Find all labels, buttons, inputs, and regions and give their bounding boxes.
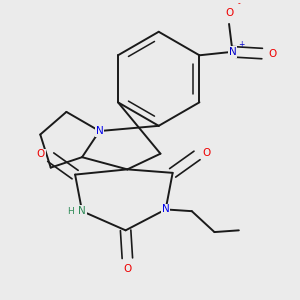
Text: N: N [78, 206, 86, 216]
Text: O: O [226, 8, 234, 19]
Text: N: N [96, 126, 104, 136]
Text: O: O [268, 49, 277, 58]
Text: +: + [238, 40, 245, 49]
Text: N: N [229, 47, 236, 57]
Text: H: H [68, 207, 74, 216]
Text: O: O [37, 149, 45, 159]
Text: O: O [123, 264, 131, 274]
Text: N: N [162, 204, 170, 214]
Text: -: - [238, 0, 241, 8]
Text: O: O [203, 148, 211, 158]
